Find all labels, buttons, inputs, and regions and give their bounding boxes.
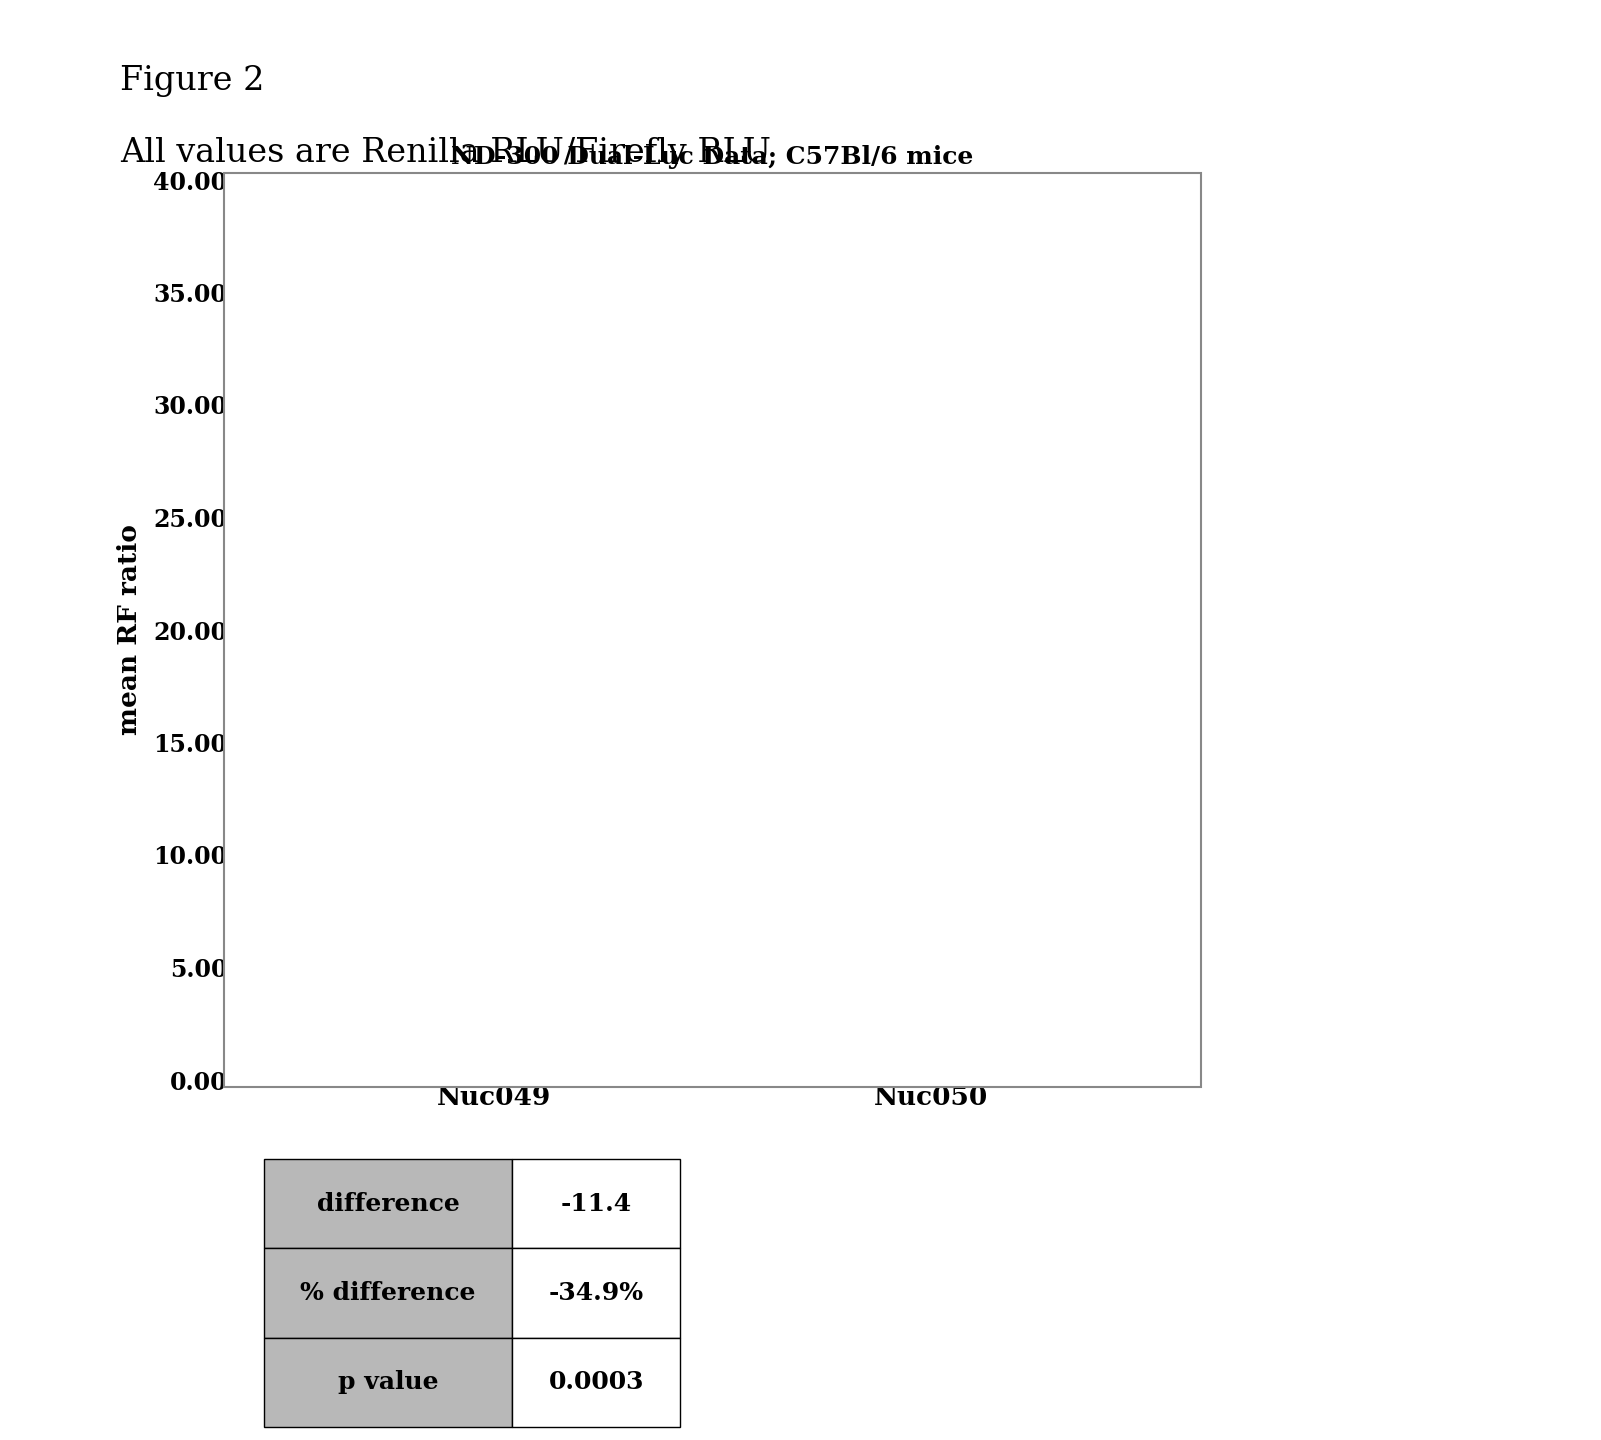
Text: All values are Renilla RLU/Firefly RLU: All values are Renilla RLU/Firefly RLU [120, 137, 772, 168]
Text: difference: difference [317, 1192, 459, 1215]
Text: % difference: % difference [301, 1282, 475, 1305]
Text: -11.4: -11.4 [560, 1192, 632, 1215]
Title: ND-300 Dual-Luc Data; C57Bl/6 mice: ND-300 Dual-Luc Data; C57Bl/6 mice [451, 144, 973, 168]
Text: -34.9%: -34.9% [549, 1282, 644, 1305]
Bar [407, 348, 581, 1080]
Bar [844, 605, 1018, 1080]
Text: 0.0003: 0.0003 [549, 1371, 644, 1394]
Text: Figure 2: Figure 2 [120, 65, 264, 96]
Text: p value: p value [338, 1371, 439, 1394]
Y-axis label: mean RF ratio: mean RF ratio [117, 524, 142, 736]
